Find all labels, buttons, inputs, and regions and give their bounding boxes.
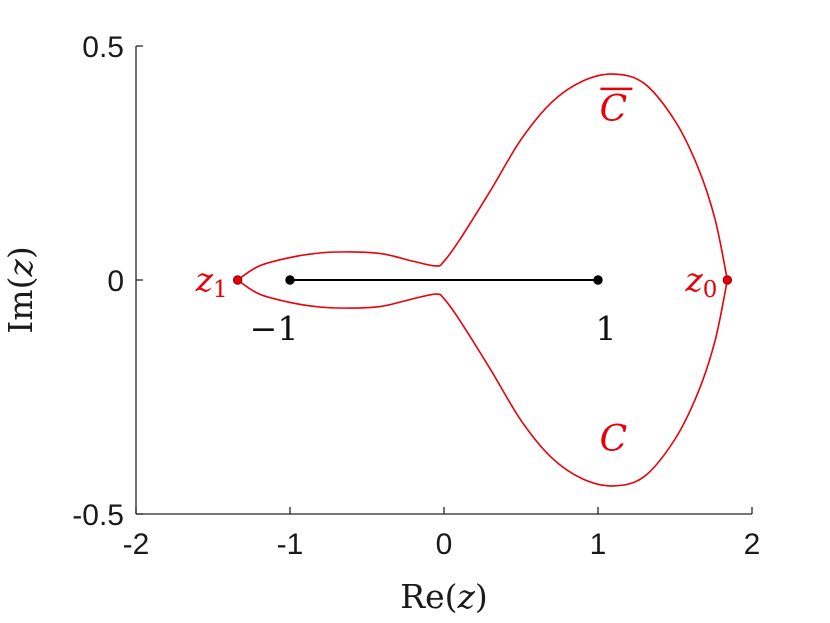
label-minus-one: −1 (250, 309, 299, 348)
x-tick-label: -1 (277, 528, 304, 561)
c-bar-label-text: C (600, 89, 628, 130)
contour-lower-curve (237, 279, 729, 487)
contour-upper-curve (237, 73, 729, 281)
y-tick-label: -0.5 (72, 499, 124, 532)
y-tick-label: 0 (107, 265, 124, 298)
y-ticks: -0.5 0 0.5 (72, 31, 143, 532)
y-axis-title: Im(z) (1, 246, 40, 333)
point-label-z1: z1 (195, 260, 228, 303)
x-tick-label: 1 (590, 528, 607, 561)
x-axis-title: Re(z) (400, 577, 488, 616)
point-label-z0-var: z (684, 260, 703, 299)
contour-label-c: C (600, 419, 628, 460)
x-axis-title-prefix: Re( (400, 577, 457, 616)
y-axis-title-var: z (1, 259, 40, 278)
x-tick-label: 0 (436, 528, 453, 561)
point-z0 (722, 275, 733, 285)
point-label-z0-sub: 0 (703, 277, 718, 303)
y-axis-title-suffix: ) (1, 246, 40, 259)
y-axis-title-prefix: Im( (1, 277, 40, 334)
x-axis-title-suffix: ) (475, 577, 488, 616)
x-tick-label: 2 (744, 528, 761, 561)
contour-label-c-bar: C (600, 87, 633, 130)
point-z1 (232, 275, 243, 285)
x-ticks: -2 -1 0 1 2 (123, 507, 761, 561)
label-one: 1 (596, 309, 617, 348)
marked-points (232, 275, 733, 285)
x-tick-label: -2 (123, 528, 150, 561)
point-label-z1-sub: 1 (213, 277, 228, 303)
point-minus-one (285, 275, 295, 285)
y-tick-label: 0.5 (82, 31, 124, 64)
x-axis-title-var: z (457, 577, 476, 616)
point-one (593, 275, 603, 285)
point-label-z0: z0 (684, 260, 717, 303)
axes: -2 -1 0 1 2 -0.5 0 0.5 (72, 31, 760, 561)
point-label-z1-var: z (195, 260, 214, 299)
